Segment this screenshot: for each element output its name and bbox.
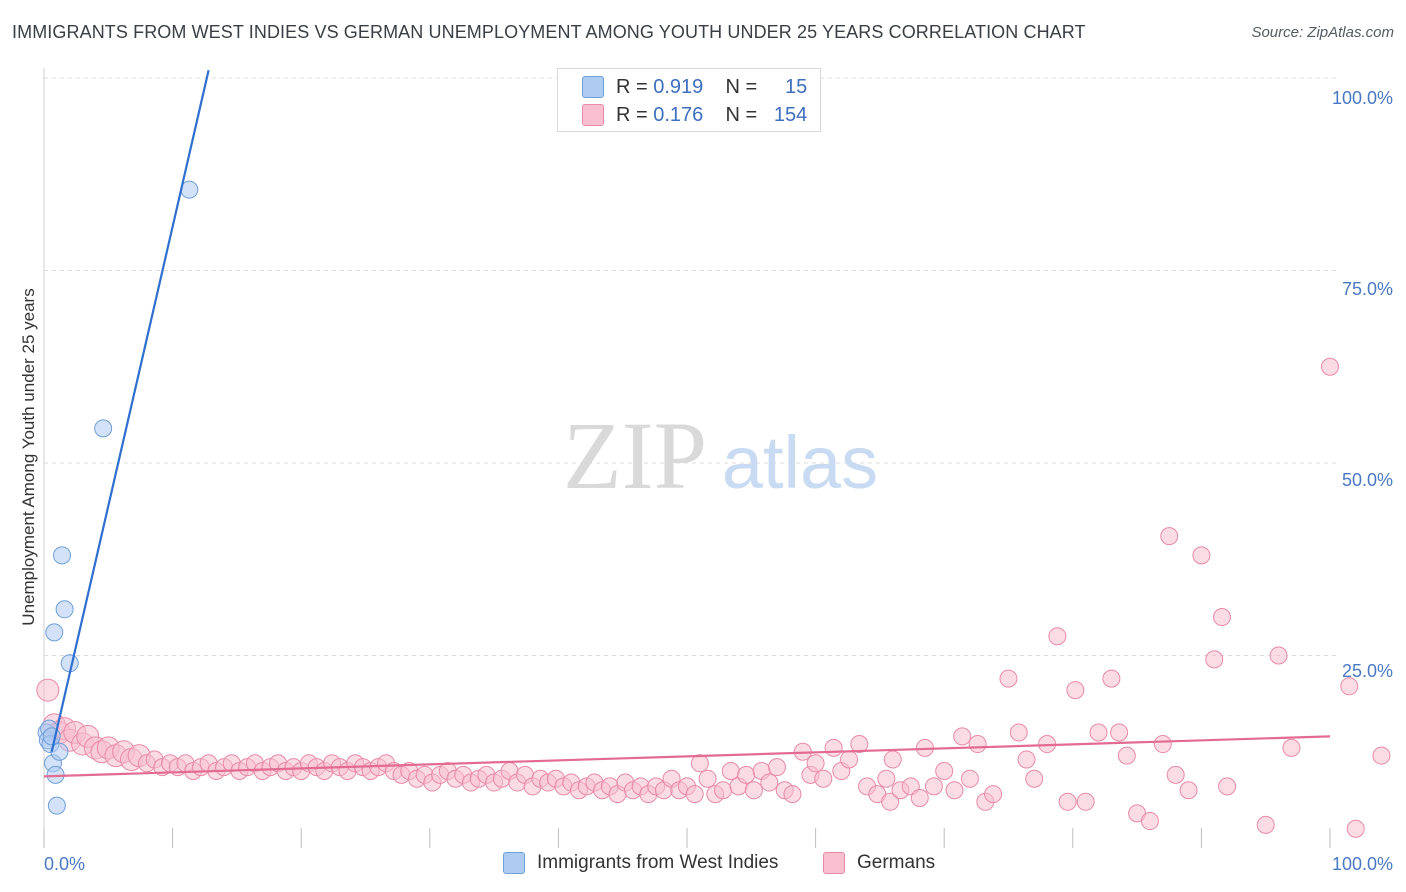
point-germans [824,738,843,757]
point-germans [1076,792,1095,811]
point-west-indies [94,419,113,438]
y-tick-label: 50.0% [1342,470,1393,490]
point-germans [1102,669,1121,688]
point-germans [1058,792,1077,811]
point-germans [1166,765,1185,784]
legend-swatch-west-indies [582,76,604,98]
watermark-atlas: atlas [722,421,878,504]
point-germans [1140,812,1159,831]
point-germans [935,762,954,780]
point-germans [883,750,902,769]
scatter-points [36,180,1391,838]
legend-n-label: N = [725,103,758,126]
point-germans [984,785,1003,804]
bottom-legend-west-indies: Immigrants from West Indies [503,852,778,874]
point-germans [1205,650,1224,669]
y-tick-label: 25.0% [1342,661,1393,681]
point-germans [1048,627,1067,646]
legend-r-value: 0.176 [653,103,704,126]
point-germans [714,781,733,800]
point-west-indies [45,623,64,642]
y-tick-label: 100.0% [1332,88,1393,108]
point-germans [1117,746,1136,765]
legend-r-label: R = [616,75,648,98]
point-west-indies [47,796,66,815]
point-germans [1340,677,1359,696]
trend-line-germans [43,735,1331,778]
point-germans [910,788,929,807]
point-west-indies [55,600,74,619]
point-germans [1089,723,1108,742]
y-tick-label: 75.0% [1342,279,1393,299]
point-germans [1110,723,1129,742]
x-tick-label: 100.0% [1332,854,1393,874]
point-germans [1218,777,1237,796]
point-germans [685,785,704,804]
point-germans [721,762,740,780]
legend-n-value: 154 [773,103,808,126]
tick-labels: 25.0% 50.0% 75.0% 100.0% 0.0% 100.0% [44,88,1393,874]
bottom-legend-germans: Germans [823,852,935,874]
point-germans [953,727,972,746]
point-germans [850,735,869,754]
grid-lines [44,77,1336,656]
bottom-legend-label: Immigrants from West Indies [537,852,779,873]
point-germans [806,754,825,773]
point-germans [924,777,943,796]
chart-title: IMMIGRANTS FROM WEST INDIES VS GERMAN UN… [12,22,1086,42]
point-germans [698,769,717,788]
legend-r-label: R = [616,103,648,126]
point-germans [1192,546,1211,565]
x-tick-label: 0.0% [44,854,85,874]
y-axis-label: Unemployment Among Youth under 25 years [19,288,38,625]
point-germans [1153,735,1172,754]
point-germans [1212,608,1231,626]
point-germans [1025,769,1044,788]
point-germans [1321,357,1339,376]
point-germans [960,769,979,788]
point-germans [760,773,779,792]
point-germans [783,785,802,804]
legend-r-value: 0.919 [653,75,704,98]
point-germans [877,769,896,788]
bottom-legend-swatch-west-indies [503,852,525,874]
trend-lines [43,70,1331,778]
point-germans [1372,746,1391,765]
point-germans [814,769,833,788]
point-germans [737,765,756,784]
legend-swatch-germans [582,104,604,126]
point-germans [1160,527,1179,546]
point-germans [744,781,763,800]
point-germans [768,758,787,777]
point-germans [999,669,1018,688]
point-west-indies [53,546,72,565]
axes [43,68,1331,848]
point-germans [945,781,964,800]
trend-line-west-indies [50,70,210,752]
point-germans [1009,723,1028,742]
point-germans [36,678,60,702]
bottom-legend-swatch-germans [823,852,845,874]
point-germans [881,792,900,811]
bottom-legend-label: Germans [857,852,936,873]
point-germans [1282,738,1301,757]
source-label: Source: ZipAtlas.com [1251,24,1394,41]
legend-n-label: N = [725,75,758,98]
point-germans [968,735,987,754]
point-west-indies [50,742,69,761]
point-germans [840,750,859,769]
point-germans [690,754,709,773]
legend-n-value: 15 [785,75,808,98]
point-germans [1017,750,1036,769]
point-germans [1256,815,1275,834]
watermark-zip: ZIP [563,402,707,509]
point-germans [1179,781,1198,800]
point-germans [1346,819,1365,838]
point-germans [1269,646,1288,665]
legend-box: R = 0.919 N = 15 R = 0.176 N = 154 [557,68,821,132]
point-germans [1066,681,1085,700]
